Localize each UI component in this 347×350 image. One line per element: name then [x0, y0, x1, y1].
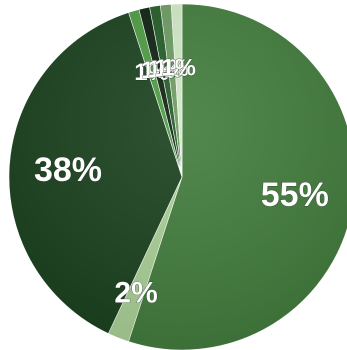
slice-label: 1% [148, 56, 183, 83]
slice-label: 1% [134, 59, 169, 86]
slice-label: 1% [161, 55, 196, 82]
slice-label: 1% [154, 55, 189, 82]
slice-label: 55% [261, 176, 329, 214]
pie-labels: 55% 2% 38% 1%1%1%1%1% [34, 54, 329, 309]
slice-label: 1% [141, 57, 176, 84]
slice-label: 2% [114, 276, 157, 309]
slice-label: 38% [34, 151, 102, 189]
